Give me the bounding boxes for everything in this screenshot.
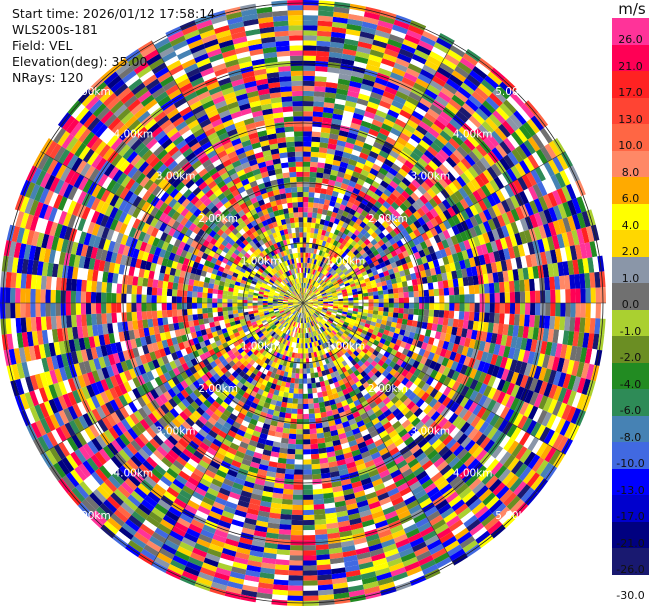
colorbar-segment <box>612 71 649 98</box>
range-ring-label: 4.00km <box>453 128 493 140</box>
elevation-label: Elevation(deg): 35.00 <box>12 54 148 69</box>
range-ring <box>62 62 544 544</box>
colorbar-tick-label: -13.0 <box>616 483 645 497</box>
range-ring-label: 5.00km <box>495 86 535 98</box>
colorbar-segment <box>612 309 649 337</box>
range-ring-label: 4.00km <box>113 128 153 140</box>
range-ring-label: 2.00km <box>198 213 238 225</box>
colorbar-tick-label: 6.0 <box>621 192 640 205</box>
colorbar-tick-label: -6.0 <box>619 404 642 417</box>
colorbar-tick-label: 10.0 <box>618 139 643 152</box>
range-ring-label: 1.00km <box>241 340 281 352</box>
range-ring-label: 1.00km <box>241 256 281 268</box>
field-label: Field: VEL <box>12 38 73 53</box>
range-ring-label: 4.00km <box>113 468 153 480</box>
colorbar-segment <box>612 230 649 257</box>
range-ring-label: 3.00km <box>410 425 450 437</box>
range-ring-label: 5.00km <box>71 86 111 98</box>
range-ring-label: 2.00km <box>198 383 238 395</box>
colorbar-segment <box>612 495 649 522</box>
colorbar-tick-label: 8.0 <box>621 165 640 179</box>
colorbar-tick-label: 26.0 <box>618 33 643 46</box>
colorbar-segment <box>612 283 649 310</box>
range-ring-label: 3.00km <box>156 425 196 437</box>
range-ring <box>182 182 424 424</box>
colorbar-segment <box>612 442 649 469</box>
colorbar-tick-label: -1.0 <box>619 324 642 338</box>
colorbar-tick-label: -30.0 <box>616 589 645 602</box>
colorbar-segment <box>612 336 649 363</box>
range-ring-label: 1.00km <box>326 256 366 268</box>
colorbar-segment <box>612 389 649 416</box>
colorbar-tick-label: 21.0 <box>618 59 643 73</box>
colorbar-segment <box>612 468 649 496</box>
colorbar-tick-label: 4.0 <box>621 218 640 232</box>
colorbar-segment <box>612 548 649 575</box>
colorbar-segment <box>612 362 649 390</box>
range-ring-label: 4.00km <box>453 468 493 480</box>
range-ring-label: 5.00km <box>71 510 111 522</box>
colorbar-tick-label: 1.0 <box>621 271 640 285</box>
colorbar-unit-label: m/s <box>618 0 646 18</box>
colorbar-tick-label: 0.0 <box>621 298 640 311</box>
colorbar-tick-label: -2.0 <box>619 351 642 364</box>
colorbar-segment <box>612 521 649 549</box>
start-time-label: Start time: 2026/01/12 17:58:14 <box>12 6 216 21</box>
colorbar-segment <box>612 150 649 178</box>
instrument-label: WLS200s-181 <box>12 22 98 37</box>
colorbar-tick-label: -8.0 <box>619 430 642 444</box>
range-ring-label: 2.00km <box>368 383 408 395</box>
colorbar-segment <box>612 18 649 45</box>
colorbar-segment <box>612 203 649 231</box>
range-ring-label: 3.00km <box>410 171 450 183</box>
colorbar-tick-label: -4.0 <box>619 377 642 391</box>
colorbar-tick-label: -21.0 <box>616 536 645 550</box>
colorbar-tick-label: 13.0 <box>618 112 643 126</box>
radial-spokes <box>0 0 606 606</box>
colorbar-tick-label: 17.0 <box>618 86 643 99</box>
colorbar-tick-label: -26.0 <box>616 563 645 576</box>
colorbar-segment <box>612 124 649 151</box>
colorbar-segment <box>612 256 649 284</box>
colorbar-segment <box>612 97 649 125</box>
radar-ppi-plot: 1.00km 1.00km 1.00km 1.00km 2.00km 2.00km 2.00… <box>0 0 607 607</box>
range-ring-label: 5.00km <box>495 510 535 522</box>
colorbar-tick-label: 2.0 <box>621 245 640 258</box>
range-ring <box>2 2 604 604</box>
colorbar-segment <box>612 44 649 72</box>
range-ring <box>122 122 484 484</box>
scan-info-panel: Start time: 2026/01/12 17:58:14 WLS200s-… <box>12 6 215 86</box>
colorbar-tick-label: -17.0 <box>616 510 645 523</box>
range-rings: 1.00km 1.00km 1.00km 1.00km 2.00km 2.00km 2.00… <box>2 2 604 604</box>
range-ring-label: 2.00km <box>368 213 408 225</box>
colorbar-tick-label: -10.0 <box>616 457 645 470</box>
range-ring-label: 3.00km <box>156 171 196 183</box>
nrays-label: NRays: 120 <box>12 70 84 85</box>
colorbar-segment <box>612 415 649 443</box>
colorbar-segment <box>612 177 649 204</box>
range-ring-label: 1.00km <box>326 340 366 352</box>
range-ring <box>242 242 364 364</box>
